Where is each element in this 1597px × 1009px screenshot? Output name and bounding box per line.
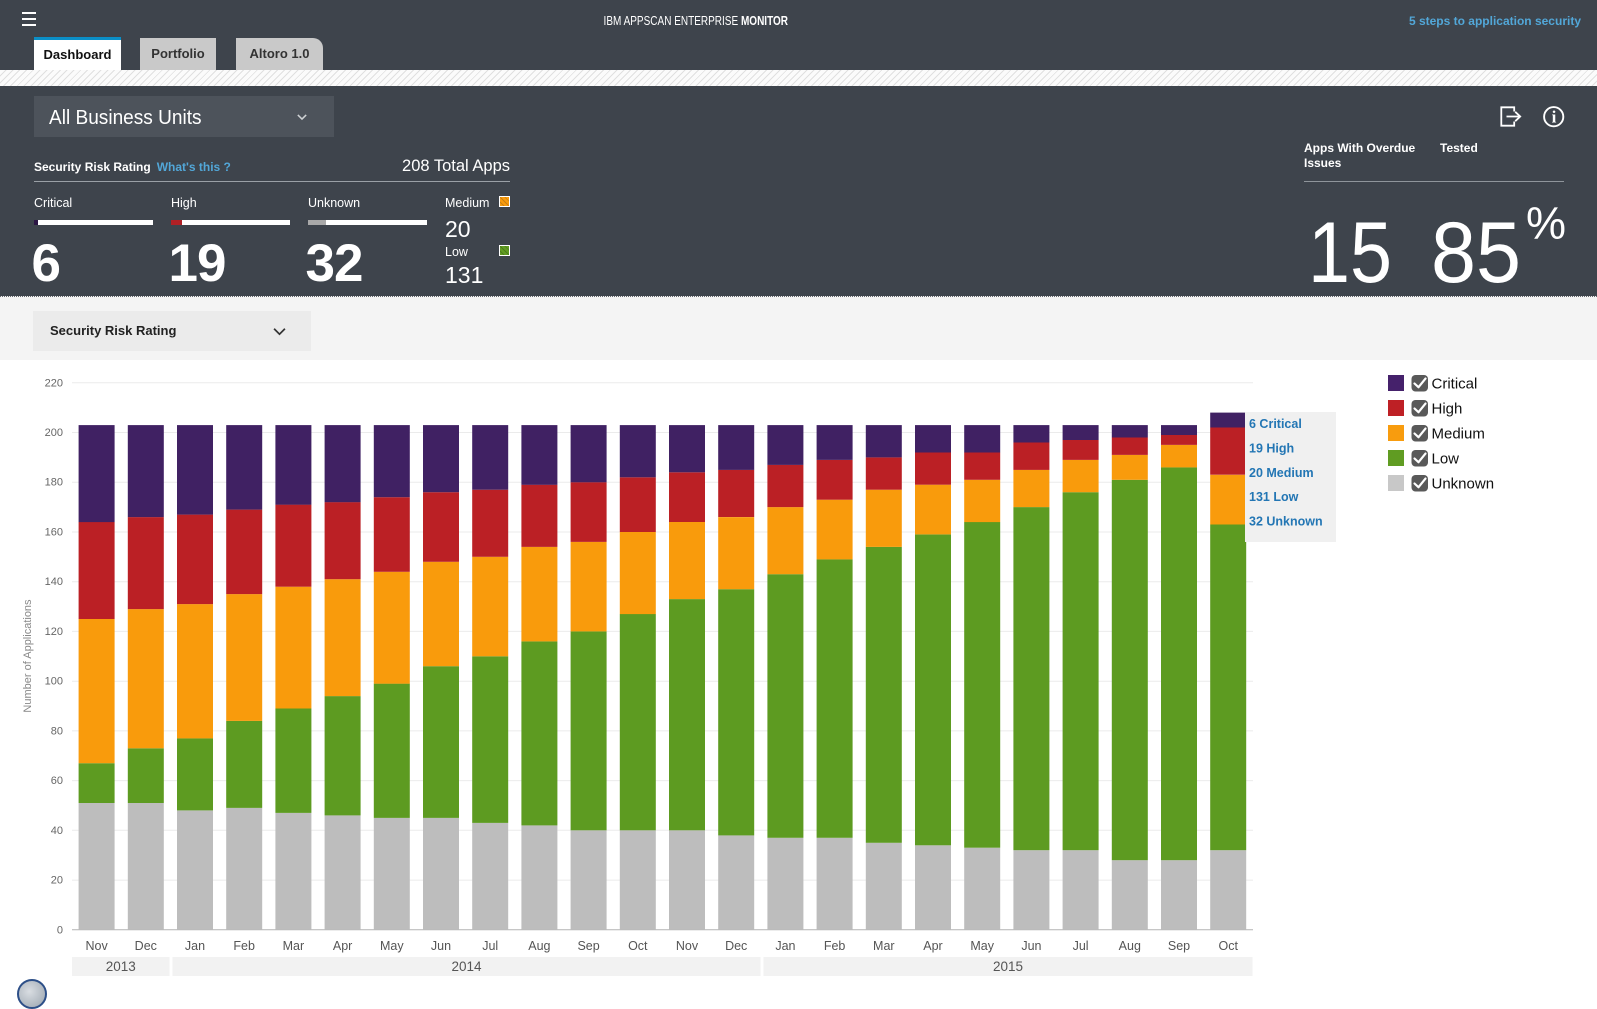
svg-text:Nov: Nov [85, 939, 108, 953]
svg-text:Sep: Sep [1168, 939, 1190, 953]
svg-text:160: 160 [45, 527, 63, 539]
svg-text:Jan: Jan [775, 939, 795, 953]
svg-text:85: 85 [1431, 205, 1521, 293]
svg-text:Aug: Aug [1119, 939, 1141, 953]
svg-text:131 Low: 131 Low [1249, 490, 1299, 504]
svg-text:19 High: 19 High [1249, 441, 1294, 455]
svg-text:Dec: Dec [135, 939, 157, 953]
svg-text:60: 60 [51, 775, 63, 787]
svg-text:100: 100 [45, 676, 63, 688]
svg-text:i: i [1552, 108, 1557, 127]
svg-text:15: 15 [1308, 205, 1392, 293]
svg-text:Critical: Critical [1432, 376, 1478, 393]
svg-text:Jan: Jan [185, 939, 205, 953]
svg-text:Oct: Oct [628, 939, 648, 953]
svg-text:2013: 2013 [106, 959, 136, 974]
svg-text:0: 0 [57, 924, 63, 936]
svg-text:20: 20 [51, 875, 63, 887]
svg-text:Dec: Dec [725, 939, 747, 953]
svg-text:Jul: Jul [1073, 939, 1089, 953]
svg-text:Jul: Jul [482, 939, 498, 953]
svg-text:Aug: Aug [528, 939, 550, 953]
svg-text:Feb: Feb [824, 939, 846, 953]
svg-text:Sep: Sep [577, 939, 599, 953]
svg-text:220: 220 [45, 377, 63, 389]
svg-text:Apr: Apr [333, 939, 352, 953]
svg-text:Jun: Jun [431, 939, 451, 953]
svg-text:Feb: Feb [233, 939, 255, 953]
svg-text:May: May [380, 939, 404, 953]
svg-text:200: 200 [45, 427, 63, 439]
svg-text:Apr: Apr [923, 939, 942, 953]
svg-text:2015: 2015 [993, 959, 1023, 974]
svg-text:Oct: Oct [1218, 939, 1238, 953]
svg-text:Low: Low [1432, 451, 1460, 468]
svg-text:Unknown: Unknown [1432, 476, 1495, 493]
svg-text:Jun: Jun [1021, 939, 1041, 953]
svg-text:May: May [970, 939, 994, 953]
svg-text:Medium: Medium [1432, 426, 1485, 443]
svg-text:Mar: Mar [873, 939, 895, 953]
svg-text:Nov: Nov [676, 939, 699, 953]
svg-text:80: 80 [51, 725, 63, 737]
svg-text:Number of Applications: Number of Applications [22, 599, 34, 713]
svg-text:20 Medium: 20 Medium [1249, 466, 1314, 480]
svg-text:40: 40 [51, 825, 63, 837]
svg-text:140: 140 [45, 576, 63, 588]
svg-text:180: 180 [45, 477, 63, 489]
svg-text:%: % [1526, 203, 1566, 249]
svg-text:Mar: Mar [283, 939, 305, 953]
svg-text:High: High [1432, 401, 1463, 418]
svg-text:32 Unknown: 32 Unknown [1249, 515, 1323, 529]
svg-text:2014: 2014 [451, 959, 482, 974]
svg-text:120: 120 [45, 626, 63, 638]
svg-text:6 Critical: 6 Critical [1249, 417, 1302, 431]
